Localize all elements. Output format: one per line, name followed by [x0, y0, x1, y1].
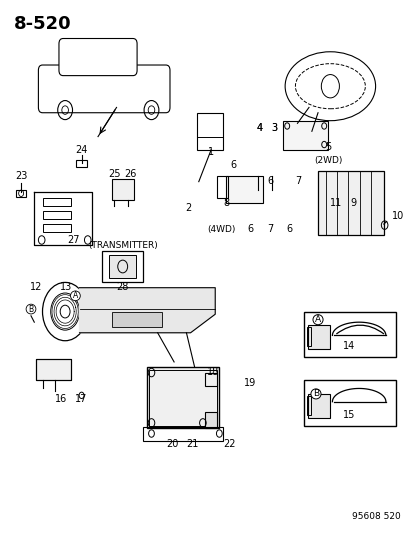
Text: 12: 12 [30, 282, 43, 293]
Bar [217, 176, 227, 198]
Text: 6: 6 [267, 176, 273, 187]
Bar [306, 327, 311, 346]
Bar [307, 394, 330, 418]
Text: 23: 23 [15, 171, 27, 181]
Text: 25: 25 [108, 169, 121, 180]
Text: A: A [314, 315, 320, 324]
Bar [149, 370, 217, 425]
Text: (TRANSMITTER): (TRANSMITTER) [88, 241, 157, 250]
Text: A: A [73, 292, 78, 300]
Bar [307, 325, 330, 349]
Bar [204, 373, 217, 386]
Text: 8: 8 [223, 198, 229, 207]
Text: 3: 3 [271, 123, 277, 133]
Text: 10: 10 [391, 211, 404, 221]
Text: 14: 14 [342, 341, 354, 351]
Text: 7: 7 [294, 176, 301, 187]
Bar [282, 120, 328, 150]
Bar [112, 179, 134, 200]
Text: 26: 26 [124, 169, 137, 180]
Text: 1: 1 [208, 147, 214, 157]
Bar [147, 367, 219, 428]
Text: 8-520: 8-520 [14, 14, 71, 33]
Text: 17: 17 [75, 394, 88, 403]
Text: 6: 6 [230, 160, 236, 171]
Text: B: B [312, 390, 318, 398]
Bar [225, 176, 262, 203]
Text: 7: 7 [267, 224, 273, 234]
Polygon shape [79, 288, 215, 333]
Bar [76, 160, 87, 167]
Text: 3: 3 [271, 123, 277, 133]
Bar [303, 381, 395, 425]
Text: 22: 22 [223, 439, 235, 449]
Text: 18: 18 [206, 367, 219, 377]
FancyBboxPatch shape [38, 65, 170, 113]
Text: 27: 27 [67, 235, 79, 245]
Text: 4: 4 [256, 123, 262, 133]
Bar [204, 413, 217, 428]
Bar [317, 171, 383, 235]
Bar [109, 255, 136, 278]
Text: 9: 9 [349, 198, 355, 207]
Text: 15: 15 [342, 410, 354, 419]
Text: 4: 4 [256, 123, 262, 133]
Text: 13: 13 [60, 282, 72, 293]
Bar [143, 426, 223, 441]
Bar [112, 312, 161, 327]
Text: 24: 24 [75, 144, 88, 155]
Text: (2WD): (2WD) [313, 156, 342, 165]
Bar [16, 190, 26, 197]
Text: 20: 20 [166, 439, 178, 449]
Text: 19: 19 [244, 378, 256, 388]
Bar [43, 211, 71, 219]
Text: 6: 6 [247, 224, 253, 234]
Text: 6: 6 [285, 224, 292, 234]
Ellipse shape [295, 63, 364, 109]
Text: B: B [28, 304, 33, 313]
Ellipse shape [285, 52, 375, 120]
FancyBboxPatch shape [59, 38, 137, 76]
Text: 11: 11 [330, 198, 342, 207]
Bar [196, 113, 223, 150]
Bar [102, 251, 143, 282]
Text: (4WD): (4WD) [206, 225, 235, 234]
Text: 21: 21 [186, 439, 198, 449]
Text: 28: 28 [116, 282, 128, 293]
Bar [306, 397, 311, 415]
Bar [36, 359, 71, 381]
Text: 95608 520: 95608 520 [351, 512, 399, 521]
Bar [43, 224, 71, 232]
Text: 2: 2 [185, 203, 191, 213]
Bar [303, 312, 395, 357]
Bar [43, 198, 71, 206]
Text: 5: 5 [324, 142, 331, 152]
Text: 16: 16 [55, 394, 67, 403]
Bar [36, 359, 71, 381]
